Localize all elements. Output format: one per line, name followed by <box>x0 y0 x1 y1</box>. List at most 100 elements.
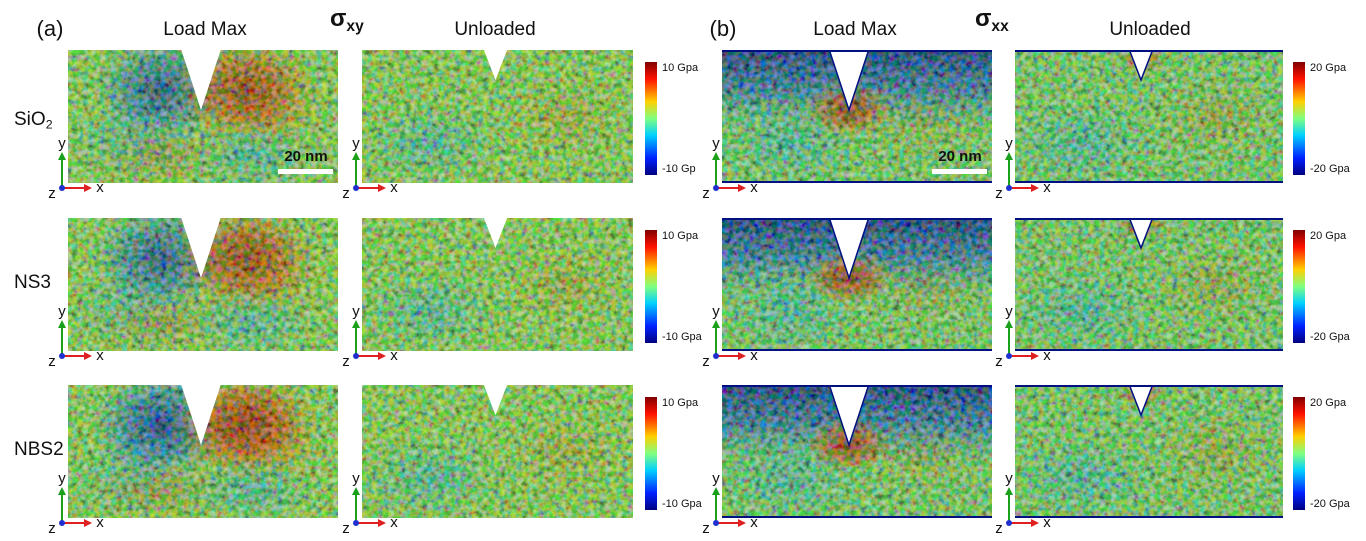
y-label: y <box>712 135 720 152</box>
x-head <box>1031 352 1039 360</box>
stress-map <box>68 50 338 183</box>
stress-map <box>68 218 338 351</box>
colorbar-min: -20 Gpa <box>1310 498 1351 510</box>
indent <box>483 50 508 80</box>
y-label: y <box>58 135 66 152</box>
stress-map <box>362 385 633 518</box>
colorbar-min: -10 Gpa <box>662 498 703 510</box>
column-title: Unloaded <box>1109 19 1190 40</box>
z-dot <box>1006 520 1012 526</box>
y-head <box>1005 487 1013 495</box>
z-label: z <box>995 185 1003 202</box>
quantity-sub: xx <box>991 18 1009 35</box>
x-head <box>378 352 386 360</box>
quantity-sub: xy <box>346 18 364 35</box>
indent <box>181 50 221 110</box>
row-label: NS3 <box>14 272 51 293</box>
indent <box>181 385 221 445</box>
z-label: z <box>48 520 56 537</box>
stress-map <box>722 385 992 518</box>
z-dot <box>353 520 359 526</box>
column-title: Load Max <box>163 19 247 40</box>
colorbar-max: 20 Gpa <box>1310 62 1347 74</box>
speckle <box>1015 218 1283 351</box>
y-head <box>58 152 66 160</box>
colorbar-max: 10 Gpa <box>662 397 699 409</box>
y-head <box>352 487 360 495</box>
indent <box>1128 218 1154 251</box>
y-label: y <box>58 470 66 487</box>
colorbar-max: 20 Gpa <box>1310 397 1347 409</box>
panel-label: (a) <box>37 16 64 41</box>
colorbar <box>1293 230 1305 343</box>
x-label: x <box>1043 347 1051 364</box>
quantity-base: σ <box>975 5 991 32</box>
x-label: x <box>390 347 398 364</box>
colorbar <box>1293 62 1305 175</box>
colorbar-min: -20 Gpa <box>1310 331 1351 343</box>
indent <box>1128 385 1154 418</box>
quantity-base: σ <box>330 5 346 32</box>
y-head <box>712 320 720 328</box>
row-label: NBS2 <box>14 439 64 460</box>
y-head <box>1005 152 1013 160</box>
x-head <box>1031 519 1039 527</box>
stress-map <box>722 218 992 351</box>
speckle <box>1015 385 1283 518</box>
row-label-base: SiO <box>14 109 46 130</box>
scale-bar-label: 20 nm <box>284 148 327 165</box>
colorbar-min: -10 Gpa <box>662 331 703 343</box>
speckle <box>1015 50 1283 183</box>
y-head <box>712 152 720 160</box>
z-label: z <box>702 185 710 202</box>
y-head <box>58 320 66 328</box>
y-label: y <box>1005 470 1013 487</box>
y-head <box>712 487 720 495</box>
y-label: y <box>712 470 720 487</box>
scale-bar-label: 20 nm <box>938 148 981 165</box>
x-head <box>738 352 746 360</box>
y-label: y <box>352 303 360 320</box>
z-dot <box>1006 185 1012 191</box>
z-label: z <box>995 353 1003 370</box>
quantity: σxy <box>330 5 364 35</box>
z-label: z <box>702 353 710 370</box>
row-label: SiO2 <box>14 109 53 132</box>
indent <box>181 218 221 278</box>
z-label: z <box>48 185 56 202</box>
y-label: y <box>1005 303 1013 320</box>
indent <box>828 218 870 281</box>
scale-bar <box>278 169 333 174</box>
quantity: σxx <box>975 5 1009 35</box>
indent <box>1128 50 1154 83</box>
z-label: z <box>995 520 1003 537</box>
z-dot <box>713 185 719 191</box>
colorbar <box>1293 397 1305 510</box>
x-label: x <box>750 514 758 531</box>
x-label: x <box>1043 179 1051 196</box>
x-label: x <box>390 514 398 531</box>
y-head <box>352 320 360 328</box>
indent <box>828 385 870 448</box>
x-label: x <box>750 179 758 196</box>
colorbar-min: -20 Gpa <box>1310 163 1351 175</box>
z-dot <box>353 353 359 359</box>
colorbar-max: 10 Gpa <box>662 230 699 242</box>
x-head <box>378 184 386 192</box>
x-label: x <box>96 179 104 196</box>
y-label: y <box>352 470 360 487</box>
z-label: z <box>702 520 710 537</box>
stress-map <box>362 50 633 183</box>
colorbar <box>645 230 657 343</box>
row-label-base: NBS2 <box>14 439 64 460</box>
stress-map <box>1015 50 1283 183</box>
z-dot <box>59 185 65 191</box>
colorbar-min: -10 Gp <box>662 163 696 175</box>
y-label: y <box>1005 135 1013 152</box>
stress-map <box>1015 218 1283 351</box>
colorbar-max: 20 Gpa <box>1310 230 1347 242</box>
x-head <box>84 184 92 192</box>
z-dot <box>713 353 719 359</box>
z-label: z <box>342 353 350 370</box>
z-label: z <box>48 353 56 370</box>
